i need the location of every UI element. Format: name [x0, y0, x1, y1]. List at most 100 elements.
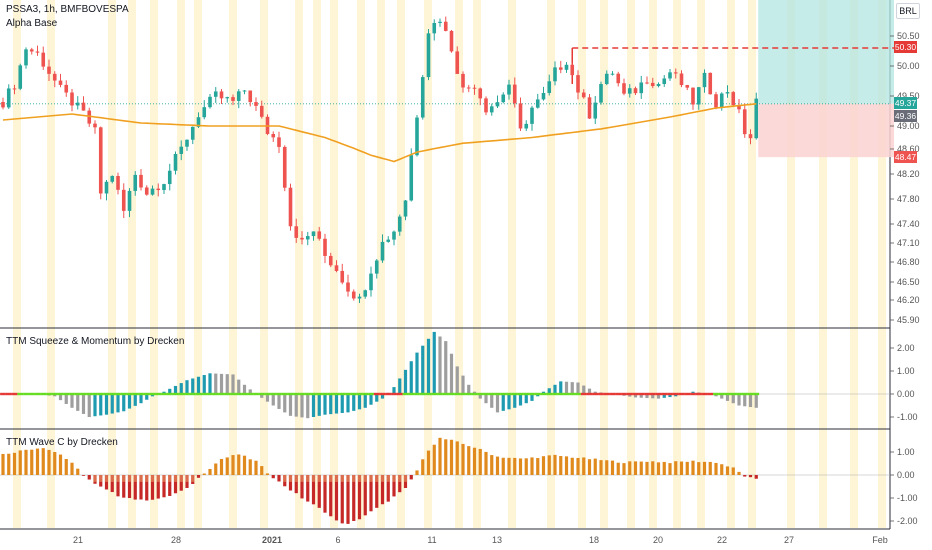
candle-body — [449, 30, 454, 52]
session-band — [128, 0, 136, 528]
wave-bar — [81, 475, 86, 476]
time-axis[interactable]: 21 28 2021 6 11 13 18 20 22 27 Feb — [73, 535, 888, 545]
wave-bar — [743, 475, 747, 477]
candle-body — [24, 49, 28, 66]
wave-bar — [41, 448, 45, 475]
candle-body — [708, 72, 713, 95]
squeeze-bar — [99, 394, 103, 416]
candle-body — [668, 72, 672, 79]
wave-bar — [168, 475, 172, 496]
wave-bar — [122, 475, 126, 498]
wave-bar — [685, 461, 689, 475]
candle-body — [489, 106, 494, 113]
squeeze-dot — [534, 392, 541, 396]
wave-pane-title: TTM Wave C by Drecken — [6, 437, 118, 448]
squeeze-dot — [672, 392, 679, 396]
squeeze-bar — [363, 394, 367, 408]
candle-body — [438, 21, 442, 23]
session-band — [748, 0, 756, 528]
candle-body — [311, 231, 316, 237]
squeeze-dot — [644, 392, 650, 396]
squeeze-bar — [104, 394, 109, 415]
squeeze-dot — [253, 392, 259, 396]
session-band — [177, 0, 185, 528]
candle-body — [386, 239, 391, 242]
candle-body — [530, 107, 534, 124]
session-band — [330, 0, 338, 528]
candle-body — [553, 67, 557, 82]
squeeze-bar — [501, 394, 505, 411]
candle-body — [139, 174, 143, 188]
time-tick-label: 11 — [427, 535, 436, 545]
wave-bar — [254, 460, 258, 475]
candle-body — [52, 73, 57, 81]
squeeze-dot — [86, 392, 93, 396]
wave-bar — [628, 461, 632, 475]
candle-body — [317, 231, 322, 239]
squeeze-bar — [145, 394, 149, 400]
wave-bar — [133, 475, 137, 500]
squeeze-bar — [484, 394, 488, 404]
squeeze-dot — [0, 392, 6, 396]
squeeze-bar — [380, 394, 385, 399]
squeeze-bar — [168, 388, 172, 394]
candle-body — [47, 66, 51, 74]
wave-bar — [277, 475, 281, 482]
wave-bar — [196, 475, 201, 478]
session-band — [357, 0, 365, 528]
currency-badge[interactable]: BRL — [896, 3, 920, 19]
candle-body — [443, 21, 448, 31]
squeeze-dot — [379, 392, 386, 396]
wave-bar — [156, 475, 160, 499]
squeeze-dot — [563, 392, 570, 396]
time-tick-label: 6 — [335, 535, 340, 545]
wave-bar-shade — [392, 475, 396, 482]
time-tick-label: 13 — [492, 535, 502, 545]
squeeze-dot — [155, 392, 162, 396]
price-axis[interactable]: 45.90 46.20 46.50 46.80 47.10 47.40 47.80 48.20… — [890, 31, 920, 526]
wave-bar-shade — [311, 475, 316, 482]
candle-body — [6, 88, 11, 108]
price-tick-label: 47.80 — [897, 194, 920, 204]
candle-body — [150, 188, 155, 195]
wave-bar-shade — [191, 475, 195, 482]
squeeze-bar — [127, 394, 132, 409]
squeeze-bar — [639, 394, 643, 398]
wave-bar — [518, 458, 523, 475]
squeeze-dot — [465, 392, 472, 396]
wave-bar-shade — [283, 475, 287, 482]
squeeze-dot — [684, 392, 691, 396]
wave-bar — [564, 456, 569, 475]
price-candles — [1, 16, 759, 304]
squeeze-bar — [524, 394, 528, 404]
position-zones[interactable] — [0, 0, 894, 158]
wave-bar — [7, 453, 11, 475]
squeeze-bar — [219, 373, 224, 394]
squeeze-dot — [586, 392, 593, 396]
squeeze-dot — [609, 392, 616, 396]
squeeze-dot — [333, 392, 340, 396]
session-band — [377, 0, 385, 528]
squeeze-dot — [80, 392, 87, 396]
wave-tick-label: -1.00 — [897, 493, 918, 503]
price-tick-label: 47.10 — [897, 238, 920, 248]
wave-bar — [104, 475, 109, 490]
candle-body — [167, 170, 172, 185]
squeeze-bar — [122, 394, 126, 412]
wave-tick-label: 0.00 — [897, 470, 915, 480]
session-band — [508, 0, 516, 528]
squeeze-bar — [553, 384, 557, 394]
squeeze-bar — [375, 394, 379, 402]
squeeze-bar — [323, 394, 327, 415]
candle-body — [484, 98, 488, 113]
wave-bar-shade — [93, 475, 97, 482]
wave-bar — [357, 475, 362, 520]
squeeze-bar — [651, 394, 655, 399]
squeeze-tick-label: -1.00 — [897, 412, 918, 422]
candle-body — [357, 296, 362, 299]
wave-bar — [708, 461, 712, 475]
candle-body — [185, 139, 189, 147]
wave-bar — [432, 444, 436, 475]
squeeze-bar — [421, 345, 425, 394]
